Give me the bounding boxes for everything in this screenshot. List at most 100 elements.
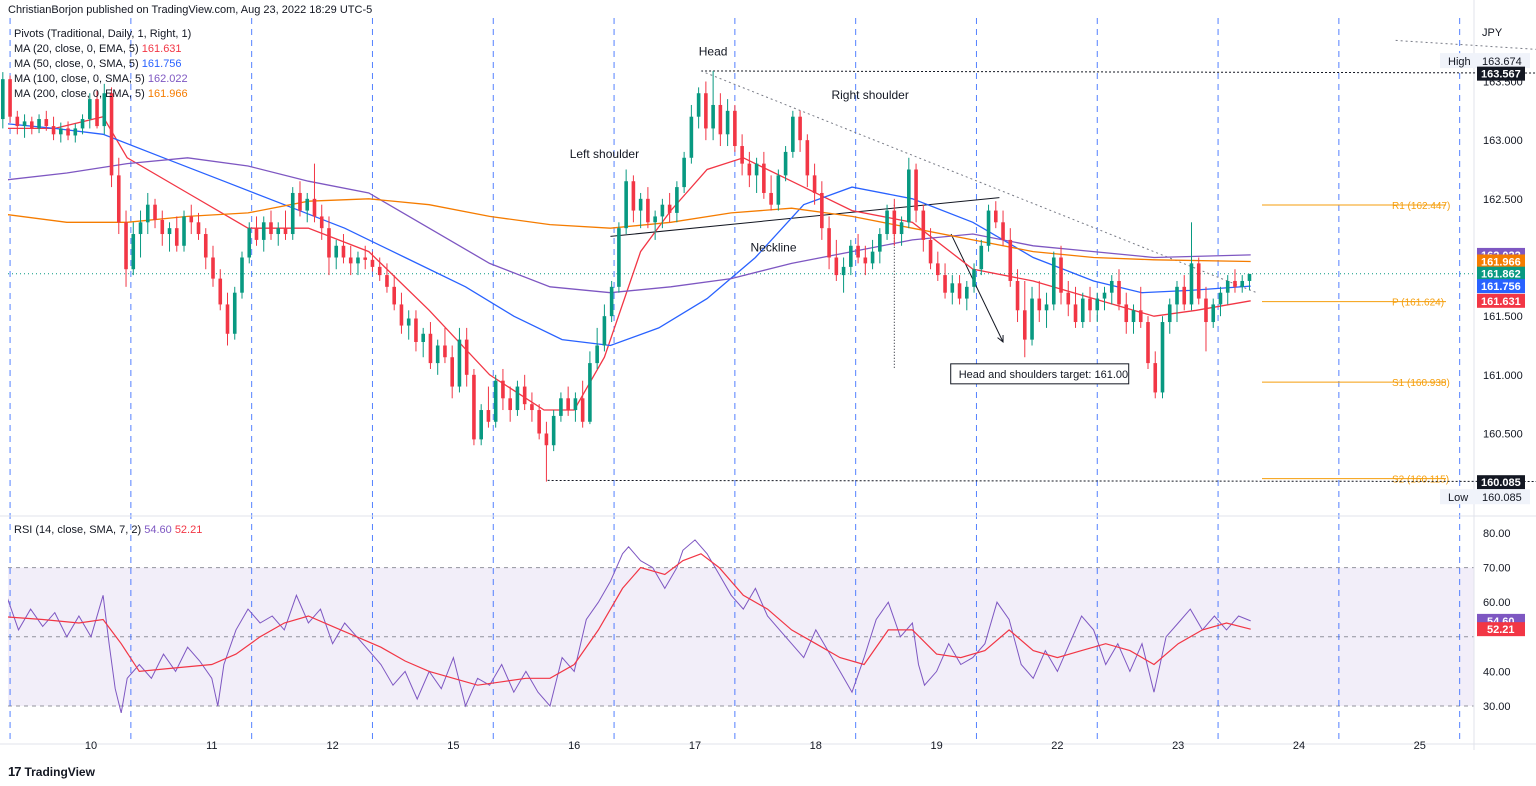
candle-body[interactable]: [1233, 280, 1237, 287]
candle-body[interactable]: [225, 304, 230, 334]
candle-body[interactable]: [196, 222, 201, 235]
candle-body[interactable]: [457, 339, 462, 387]
candle-body[interactable]: [530, 404, 534, 411]
candle-body[interactable]: [1095, 298, 1100, 311]
candle-body[interactable]: [8, 79, 12, 117]
candle-body[interactable]: [283, 228, 288, 235]
candle-body[interactable]: [1131, 310, 1136, 323]
candle-body[interactable]: [580, 398, 585, 422]
candle-body[interactable]: [87, 99, 92, 120]
candle-body[interactable]: [247, 228, 252, 258]
candle-body[interactable]: [1037, 298, 1042, 311]
candle-body[interactable]: [319, 216, 324, 229]
candle-body[interactable]: [464, 339, 469, 375]
candle-body[interactable]: [566, 398, 570, 411]
candle-body[interactable]: [30, 121, 34, 129]
candle-body[interactable]: [44, 119, 49, 127]
candle-body[interactable]: [537, 410, 541, 434]
candle-body[interactable]: [1218, 292, 1223, 305]
candle-body[interactable]: [254, 228, 259, 240]
candle-body[interactable]: [841, 266, 846, 276]
candle-body[interactable]: [899, 222, 904, 235]
candle-body[interactable]: [733, 110, 737, 147]
candle-body[interactable]: [240, 257, 244, 293]
candle-body[interactable]: [1117, 280, 1121, 305]
candle-body[interactable]: [638, 198, 643, 211]
candle-body[interactable]: [138, 222, 143, 235]
candle-body[interactable]: [1189, 263, 1194, 305]
candle-body[interactable]: [602, 316, 607, 346]
indicator-legend-item[interactable]: MA (20, close, 0, EMA, 5) 161.631: [14, 43, 182, 55]
candle-body[interactable]: [341, 245, 346, 258]
candle-body[interactable]: [993, 210, 998, 223]
candle-body[interactable]: [508, 398, 512, 411]
candle-body[interactable]: [493, 380, 498, 422]
candle-body[interactable]: [1030, 298, 1034, 340]
candle-body[interactable]: [769, 192, 773, 205]
indicator-legend-item[interactable]: Pivots (Traditional, Daily, 1, Right, 1): [14, 28, 191, 40]
candle-body[interactable]: [515, 386, 520, 411]
candle-body[interactable]: [1022, 310, 1027, 340]
candle-body[interactable]: [131, 234, 136, 270]
candle-body[interactable]: [820, 192, 824, 229]
candle-body[interactable]: [1088, 298, 1092, 311]
candle-body[interactable]: [834, 257, 839, 276]
candle-body[interactable]: [1044, 304, 1049, 311]
candle-body[interactable]: [414, 318, 418, 342]
candle-body[interactable]: [609, 286, 614, 317]
candle-body[interactable]: [624, 181, 628, 229]
candle-body[interactable]: [421, 333, 425, 342]
candle-body[interactable]: [1124, 304, 1129, 323]
candle-body[interactable]: [22, 121, 27, 127]
candle-body[interactable]: [15, 116, 20, 127]
candle-body[interactable]: [1073, 304, 1078, 323]
candle-body[interactable]: [298, 192, 302, 211]
candle-body[interactable]: [312, 198, 317, 217]
candle-body[interactable]: [856, 245, 860, 258]
candle-body[interactable]: [153, 204, 157, 220]
candle-body[interactable]: [551, 415, 556, 446]
candle-body[interactable]: [377, 266, 382, 276]
candle-body[interactable]: [675, 187, 679, 213]
candle-body[interactable]: [167, 228, 172, 235]
candle-body[interactable]: [827, 228, 831, 258]
candle-body[interactable]: [689, 116, 694, 158]
candle-body[interactable]: [327, 228, 331, 258]
candle-body[interactable]: [957, 283, 962, 299]
candle-body[interactable]: [59, 128, 63, 135]
candle-body[interactable]: [124, 222, 128, 270]
candle-body[interactable]: [849, 245, 853, 267]
candle-body[interactable]: [667, 204, 672, 213]
candle-body[interactable]: [573, 398, 578, 411]
candle-body[interactable]: [522, 386, 527, 405]
candle-body[interactable]: [1059, 257, 1063, 293]
candle-body[interactable]: [631, 181, 636, 211]
candle-body[interactable]: [182, 216, 186, 246]
candle-body[interactable]: [986, 210, 991, 246]
candle-body[interactable]: [479, 410, 483, 440]
candle-body[interactable]: [1008, 239, 1013, 281]
candle-body[interactable]: [290, 192, 295, 235]
candle-body[interactable]: [588, 363, 592, 422]
candle-body[interactable]: [718, 104, 723, 135]
candle-body[interactable]: [95, 99, 99, 127]
candle-body[interactable]: [805, 140, 810, 176]
candle-body[interactable]: [1015, 280, 1020, 311]
candle-body[interactable]: [211, 257, 215, 279]
candle-body[interactable]: [776, 175, 781, 205]
candle-body[interactable]: [791, 116, 795, 152]
candle-body[interactable]: [1, 79, 5, 120]
candle-body[interactable]: [928, 239, 933, 264]
indicator-legend-item[interactable]: MA (50, close, 0, SMA, 5) 161.756: [14, 58, 182, 70]
candle-body[interactable]: [1175, 286, 1179, 305]
candle-body[interactable]: [145, 204, 150, 223]
candle-body[interactable]: [943, 275, 947, 293]
candle-body[interactable]: [348, 257, 353, 264]
candle-body[interactable]: [617, 228, 621, 287]
candle-body[interactable]: [305, 198, 310, 211]
candle-body[interactable]: [646, 198, 650, 223]
candle-body[interactable]: [1204, 298, 1208, 323]
candle-body[interactable]: [762, 163, 766, 193]
candle-body[interactable]: [907, 169, 911, 223]
